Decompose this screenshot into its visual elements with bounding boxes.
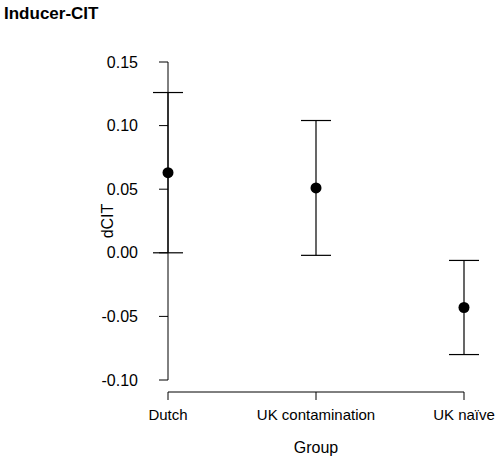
error-bar-cap	[301, 255, 331, 256]
y-tick	[159, 62, 168, 63]
title: Inducer-CIT	[4, 4, 99, 23]
error-bar-cap	[449, 354, 479, 355]
y-tick	[159, 125, 168, 126]
error-bar-cap	[301, 120, 331, 121]
y-tick	[159, 316, 168, 317]
chart: Inducer-CIT -0.10 -0.05 0.00 0.05 0.10 0.15 dCI…	[0, 0, 500, 470]
x-tick-label: UK contamination	[257, 406, 375, 423]
error-bar	[301, 121, 331, 256]
error-bar	[153, 93, 183, 253]
x-axis-label: Group	[294, 439, 339, 456]
point	[459, 302, 470, 313]
point	[311, 182, 322, 193]
y-tick	[159, 380, 168, 381]
point	[163, 167, 174, 178]
y-tick-label: 0.00	[107, 244, 138, 261]
y-axis	[168, 62, 169, 380]
x-tick-label: UK naïve	[433, 406, 495, 423]
y-tick-label: -0.05	[102, 308, 139, 325]
chart-container: Inducer-CIT -0.10 -0.05 0.00 0.05 0.10 0.15 dCI…	[0, 0, 500, 470]
error-bar	[449, 260, 479, 354]
y-tick-label: 0.05	[107, 181, 138, 198]
error-bar-cap	[153, 92, 183, 93]
y-axis-label: dCIT	[99, 203, 116, 238]
y-tick-label: 0.15	[107, 54, 138, 71]
y-tick-label: -0.10	[102, 372, 139, 389]
x-tick	[168, 392, 169, 400]
plot-area	[153, 93, 479, 355]
error-bar-cap	[449, 260, 479, 261]
y-tick	[159, 189, 168, 190]
error-bar-cap	[153, 252, 183, 253]
x-tick-label: Dutch	[148, 406, 187, 423]
x-tick	[316, 392, 317, 400]
y-tick-label: 0.10	[107, 117, 138, 134]
x-tick	[464, 392, 465, 400]
